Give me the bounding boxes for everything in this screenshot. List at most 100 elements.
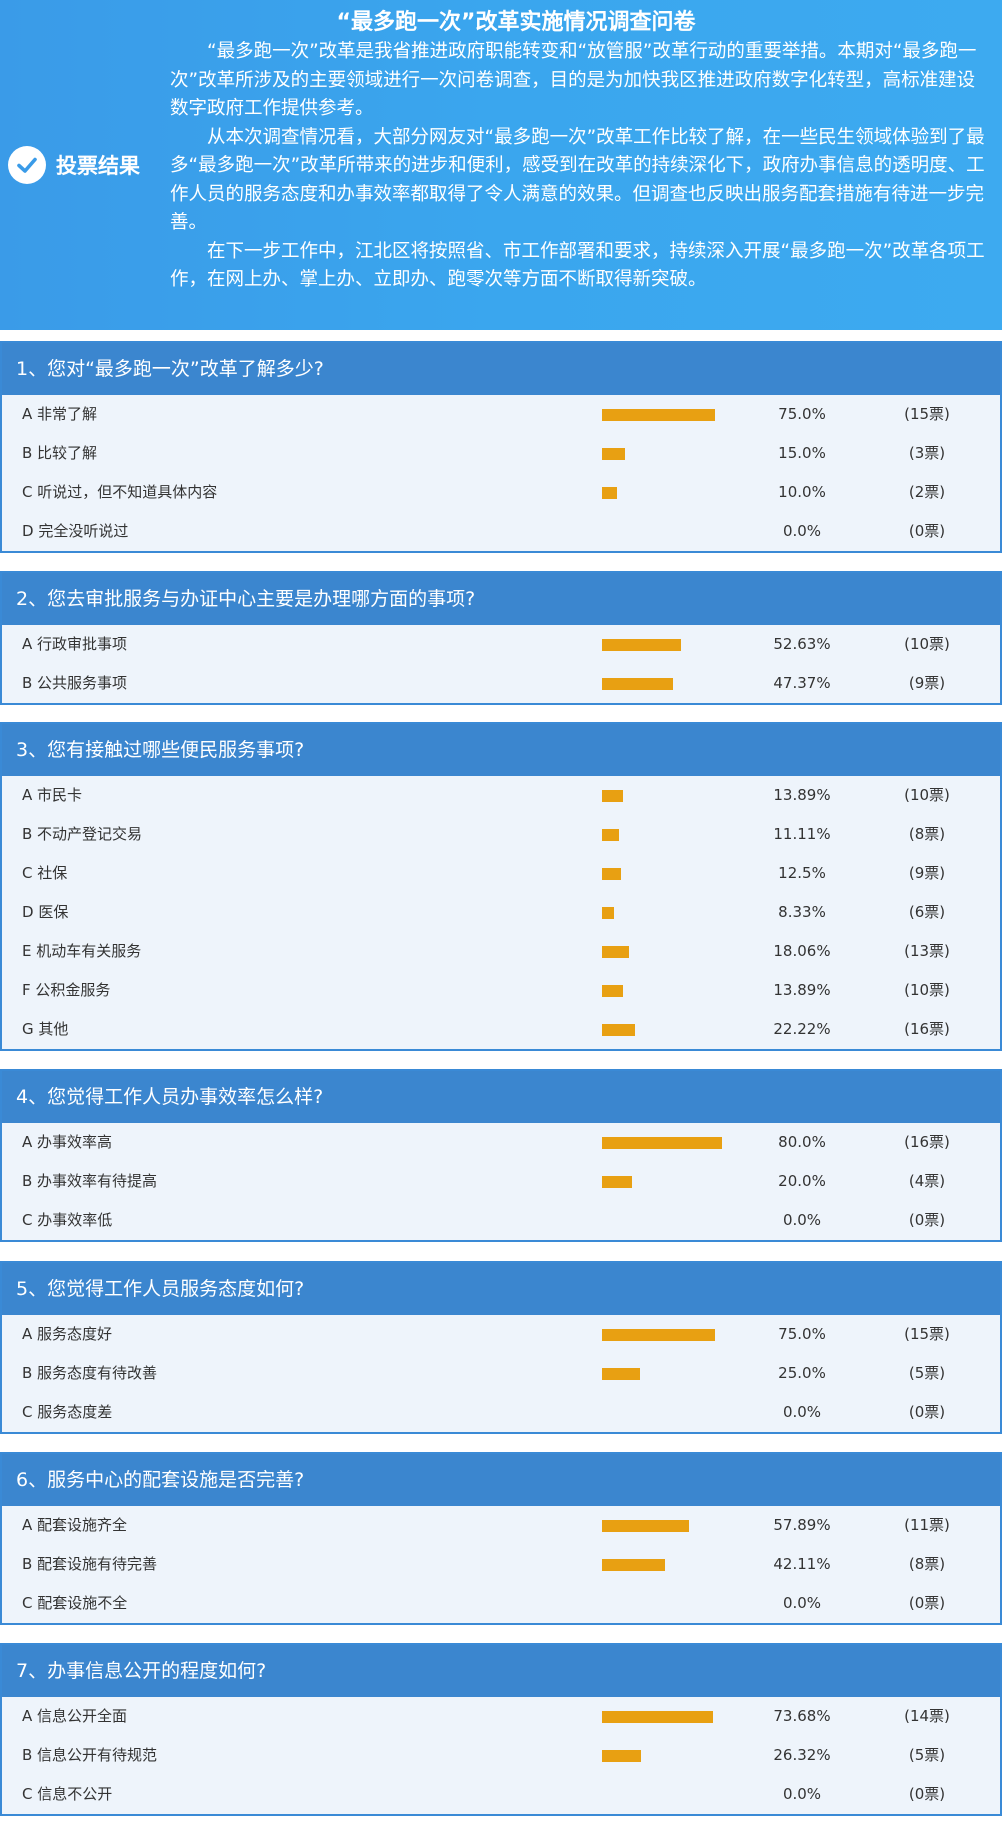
result-bar-fill bbox=[602, 409, 715, 421]
result-bar bbox=[602, 1329, 752, 1341]
option-row: A 行政审批事项 52.63% (10票) bbox=[2, 625, 1000, 664]
option-percent: 0.0% bbox=[782, 1785, 822, 1803]
option-row: G 其他 22.22% (16票) bbox=[2, 1010, 1000, 1049]
option-row: C 听说过，但不知道具体内容 10.0% (2票) bbox=[2, 473, 1000, 512]
option-label: C 服务态度差 bbox=[22, 1403, 113, 1421]
option-row: C 办事效率低 0.0% (0票) bbox=[2, 1201, 1000, 1240]
option-percent: 18.06% bbox=[773, 942, 831, 960]
summary-paragraph: 从本次调查情况看，大部分网友对“最多跑一次”改革工作比较了解，在一些民生领域体验… bbox=[170, 126, 985, 234]
option-label: C 办事效率低 bbox=[22, 1211, 113, 1229]
option-row: E 机动车有关服务 18.06% (13票) bbox=[2, 932, 1000, 971]
option-label: D 医保 bbox=[22, 903, 69, 921]
question-title: 1、您对“最多跑一次”改革了解多少? bbox=[2, 343, 1000, 395]
option-percent: 47.37% bbox=[773, 674, 831, 692]
result-bar bbox=[602, 790, 752, 802]
option-row: A 非常了解 75.0% (15票) bbox=[2, 395, 1000, 434]
survey-summary: “最多跑一次”改革是我省推进政府职能转变和“放管服”改革行动的重要举措。本期对“… bbox=[170, 38, 992, 295]
option-label: B 信息公开有待规范 bbox=[22, 1746, 158, 1764]
result-bar bbox=[602, 1598, 752, 1610]
option-votes: (10票) bbox=[904, 786, 950, 804]
result-bar-fill bbox=[602, 1559, 665, 1571]
option-percent: 75.0% bbox=[778, 1325, 826, 1343]
option-row: A 信息公开全面 73.68% (14票) bbox=[2, 1697, 1000, 1736]
option-label: B 公共服务事项 bbox=[22, 674, 128, 692]
option-row: B 服务态度有待改善 25.0% (5票) bbox=[2, 1354, 1000, 1393]
summary-paragraph: 在下一步工作中，江北区将按照省、市工作部署和要求，持续深入开展“最多跑一次”改革… bbox=[170, 240, 985, 291]
result-bar bbox=[602, 487, 752, 499]
option-votes: (10票) bbox=[904, 981, 950, 999]
option-percent: 22.22% bbox=[773, 1020, 831, 1038]
option-label: B 比较了解 bbox=[22, 444, 98, 462]
option-votes: (3票) bbox=[908, 444, 946, 462]
result-bar bbox=[602, 448, 752, 460]
option-percent: 8.33% bbox=[778, 903, 826, 921]
result-bar-fill bbox=[602, 907, 614, 919]
option-percent: 57.89% bbox=[773, 1516, 831, 1534]
result-bar-fill bbox=[602, 1024, 635, 1036]
option-percent: 0.0% bbox=[782, 1403, 822, 1421]
option-votes: (6票) bbox=[908, 903, 946, 921]
option-label: C 信息不公开 bbox=[22, 1785, 113, 1803]
result-bar-fill bbox=[602, 985, 623, 997]
result-bar bbox=[602, 678, 752, 690]
option-votes: (15票) bbox=[904, 405, 950, 423]
option-row: C 服务态度差 0.0% (0票) bbox=[2, 1393, 1000, 1432]
option-row: B 信息公开有待规范 26.32% (5票) bbox=[2, 1736, 1000, 1775]
result-bar bbox=[602, 639, 752, 651]
option-votes: (11票) bbox=[904, 1516, 950, 1534]
option-label: E 机动车有关服务 bbox=[22, 942, 142, 960]
option-votes: (5票) bbox=[908, 1364, 946, 1382]
result-bar bbox=[602, 946, 752, 958]
question-section-5: 5、您觉得工作人员服务态度如何? A 服务态度好 75.0% (15票) B 服务态… bbox=[0, 1261, 1002, 1434]
option-votes: (14票) bbox=[904, 1707, 950, 1725]
result-bar-fill bbox=[602, 1329, 715, 1341]
question-section-6: 6、服务中心的配套设施是否完善? A 配套设施齐全 57.89% (11票) B 配… bbox=[0, 1452, 1002, 1625]
option-percent: 15.0% bbox=[778, 444, 826, 462]
option-percent: 11.11% bbox=[773, 825, 831, 843]
option-row: D 完全没听说过 0.0% (0票) bbox=[2, 512, 1000, 551]
question-title: 6、服务中心的配套设施是否完善? bbox=[2, 1454, 1000, 1506]
option-percent: 13.89% bbox=[773, 981, 831, 999]
option-row: C 配套设施不全 0.0% (0票) bbox=[2, 1584, 1000, 1623]
result-bar-fill bbox=[602, 1176, 632, 1188]
option-votes: (13票) bbox=[904, 942, 950, 960]
result-bar bbox=[602, 1024, 752, 1036]
option-row: A 服务态度好 75.0% (15票) bbox=[2, 1315, 1000, 1354]
option-votes: (4票) bbox=[908, 1172, 946, 1190]
result-bar-fill bbox=[602, 829, 619, 841]
option-label: A 信息公开全面 bbox=[22, 1707, 128, 1725]
option-percent: 0.0% bbox=[782, 522, 822, 540]
result-bar bbox=[602, 1137, 752, 1149]
option-label: A 行政审批事项 bbox=[22, 635, 128, 653]
result-bar-fill bbox=[602, 1520, 689, 1532]
option-percent: 10.0% bbox=[778, 483, 826, 501]
option-percent: 75.0% bbox=[778, 405, 826, 423]
question-title: 5、您觉得工作人员服务态度如何? bbox=[2, 1263, 1000, 1315]
option-row: B 比较了解 15.0% (3票) bbox=[2, 434, 1000, 473]
option-votes: (16票) bbox=[904, 1020, 950, 1038]
option-votes: (9票) bbox=[908, 674, 946, 692]
option-label: B 办事效率有待提高 bbox=[22, 1172, 158, 1190]
option-votes: (0票) bbox=[908, 1403, 946, 1421]
question-section-3: 3、您有接触过哪些便民服务事项? A 市民卡 13.89% (10票) B 不动产登… bbox=[0, 722, 1002, 1051]
summary-paragraph: “最多跑一次”改革是我省推进政府职能转变和“放管服”改革行动的重要举措。本期对“… bbox=[170, 41, 977, 119]
option-row: B 办事效率有待提高 20.0% (4票) bbox=[2, 1162, 1000, 1201]
option-percent: 42.11% bbox=[773, 1555, 831, 1573]
option-row: A 市民卡 13.89% (10票) bbox=[2, 776, 1000, 815]
question-title: 3、您有接触过哪些便民服务事项? bbox=[2, 724, 1000, 776]
survey-title: “最多跑一次”改革实施情况调查问卷 bbox=[336, 10, 696, 35]
result-bar bbox=[602, 868, 752, 880]
option-row: A 办事效率高 80.0% (16票) bbox=[2, 1123, 1000, 1162]
option-percent: 12.5% bbox=[778, 864, 826, 882]
result-bar bbox=[602, 1711, 752, 1723]
option-label: A 市民卡 bbox=[22, 786, 83, 804]
vote-result-label: 投票结果 bbox=[56, 154, 140, 178]
result-bar bbox=[602, 1789, 752, 1801]
option-label: B 不动产登记交易 bbox=[22, 825, 143, 843]
result-bar bbox=[602, 1559, 752, 1571]
option-row: D 医保 8.33% (6票) bbox=[2, 893, 1000, 932]
option-percent: 52.63% bbox=[773, 635, 831, 653]
question-title: 2、您去审批服务与办证中心主要是办理哪方面的事项? bbox=[2, 573, 1000, 625]
option-row: B 公共服务事项 47.37% (9票) bbox=[2, 664, 1000, 703]
option-votes: (8票) bbox=[908, 825, 946, 843]
